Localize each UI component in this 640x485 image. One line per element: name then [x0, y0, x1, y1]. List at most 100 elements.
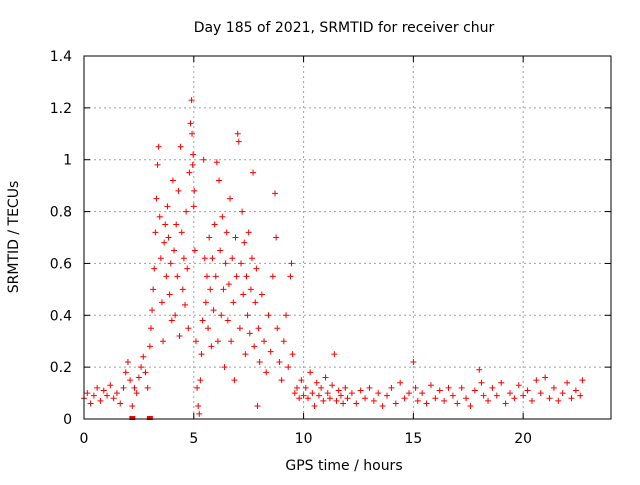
- data-point: [192, 338, 199, 345]
- data-point: [291, 390, 298, 397]
- data-point: [326, 395, 333, 402]
- data-point: [467, 403, 474, 410]
- data-point: [124, 358, 131, 365]
- data-point: [182, 301, 189, 308]
- data-point: [177, 143, 184, 150]
- data-point: [180, 255, 187, 262]
- data-point: [172, 312, 179, 319]
- data-point: [195, 403, 202, 410]
- data-point: [278, 377, 285, 384]
- data-point: [197, 377, 204, 384]
- data-point: [196, 410, 203, 417]
- data-point: [256, 358, 263, 365]
- data-point: [320, 397, 327, 404]
- data-point: [173, 221, 180, 228]
- data-point: [293, 384, 300, 391]
- data-point: [230, 299, 237, 306]
- data-point: [344, 395, 351, 402]
- y-tick-label: 0.6: [50, 256, 72, 272]
- data-point: [245, 229, 252, 236]
- data-point: [210, 307, 217, 314]
- data-point: [202, 299, 209, 306]
- data-point: [142, 369, 149, 376]
- data-point: [211, 221, 218, 228]
- data-point: [353, 400, 360, 407]
- data-point: [133, 390, 140, 397]
- data-point: [225, 281, 232, 288]
- data-point: [288, 260, 295, 267]
- data-point: [528, 397, 535, 404]
- x-tick-label: 15: [404, 431, 422, 447]
- data-point: [213, 159, 220, 166]
- data-point: [131, 384, 138, 391]
- data-point: [489, 384, 496, 391]
- data-point: [207, 286, 214, 293]
- bottom-marker: [129, 416, 136, 420]
- data-point: [410, 358, 417, 365]
- data-point: [217, 247, 224, 254]
- data-point: [84, 390, 91, 397]
- data-point: [228, 338, 235, 345]
- data-point: [201, 255, 208, 262]
- data-point: [241, 239, 248, 246]
- data-point: [97, 397, 104, 404]
- data-point: [117, 400, 124, 407]
- data-point: [155, 143, 162, 150]
- data-point: [110, 395, 117, 402]
- data-point: [322, 374, 329, 381]
- data-point: [555, 397, 562, 404]
- data-point: [520, 392, 527, 399]
- data-point: [273, 234, 280, 241]
- data-point: [240, 291, 247, 298]
- data-point: [158, 299, 165, 306]
- data-point: [122, 369, 129, 376]
- data-point: [276, 358, 283, 365]
- data-point: [564, 379, 571, 386]
- data-point: [179, 286, 186, 293]
- data-point: [324, 390, 331, 397]
- data-point: [243, 273, 250, 280]
- data-point: [206, 234, 213, 241]
- data-point: [167, 260, 174, 267]
- data-point: [107, 382, 114, 389]
- data-point: [307, 369, 314, 376]
- data-point: [269, 273, 276, 280]
- data-point: [242, 351, 249, 358]
- data-point: [160, 338, 167, 345]
- data-point: [176, 333, 183, 340]
- data-point: [542, 374, 549, 381]
- data-point: [185, 325, 192, 332]
- data-point: [250, 169, 257, 176]
- data-point: [485, 397, 492, 404]
- data-point: [169, 177, 176, 184]
- data-point: [285, 364, 292, 371]
- data-point: [152, 229, 159, 236]
- data-point: [235, 138, 242, 145]
- data-point: [274, 325, 281, 332]
- data-point: [348, 390, 355, 397]
- data-point: [135, 374, 142, 381]
- data-point: [247, 286, 254, 293]
- data-point: [375, 390, 382, 397]
- data-point: [244, 312, 251, 319]
- data-point: [471, 387, 478, 394]
- x-tick-label: 10: [295, 431, 313, 447]
- data-point: [388, 384, 395, 391]
- data-point: [120, 384, 127, 391]
- data-point: [164, 203, 171, 210]
- data-point: [144, 384, 151, 391]
- data-point: [454, 400, 461, 407]
- data-point: [254, 403, 261, 410]
- data-point: [401, 395, 408, 402]
- chart-title: Day 185 of 2021, SRMTID for receiver chu…: [194, 20, 495, 36]
- data-point: [251, 343, 258, 350]
- data-point: [191, 187, 198, 194]
- data-point: [255, 325, 262, 332]
- data-points: [81, 97, 586, 420]
- data-point: [238, 260, 245, 267]
- data-point: [287, 273, 294, 280]
- data-point: [515, 382, 522, 389]
- data-point: [188, 97, 195, 104]
- data-point: [423, 400, 430, 407]
